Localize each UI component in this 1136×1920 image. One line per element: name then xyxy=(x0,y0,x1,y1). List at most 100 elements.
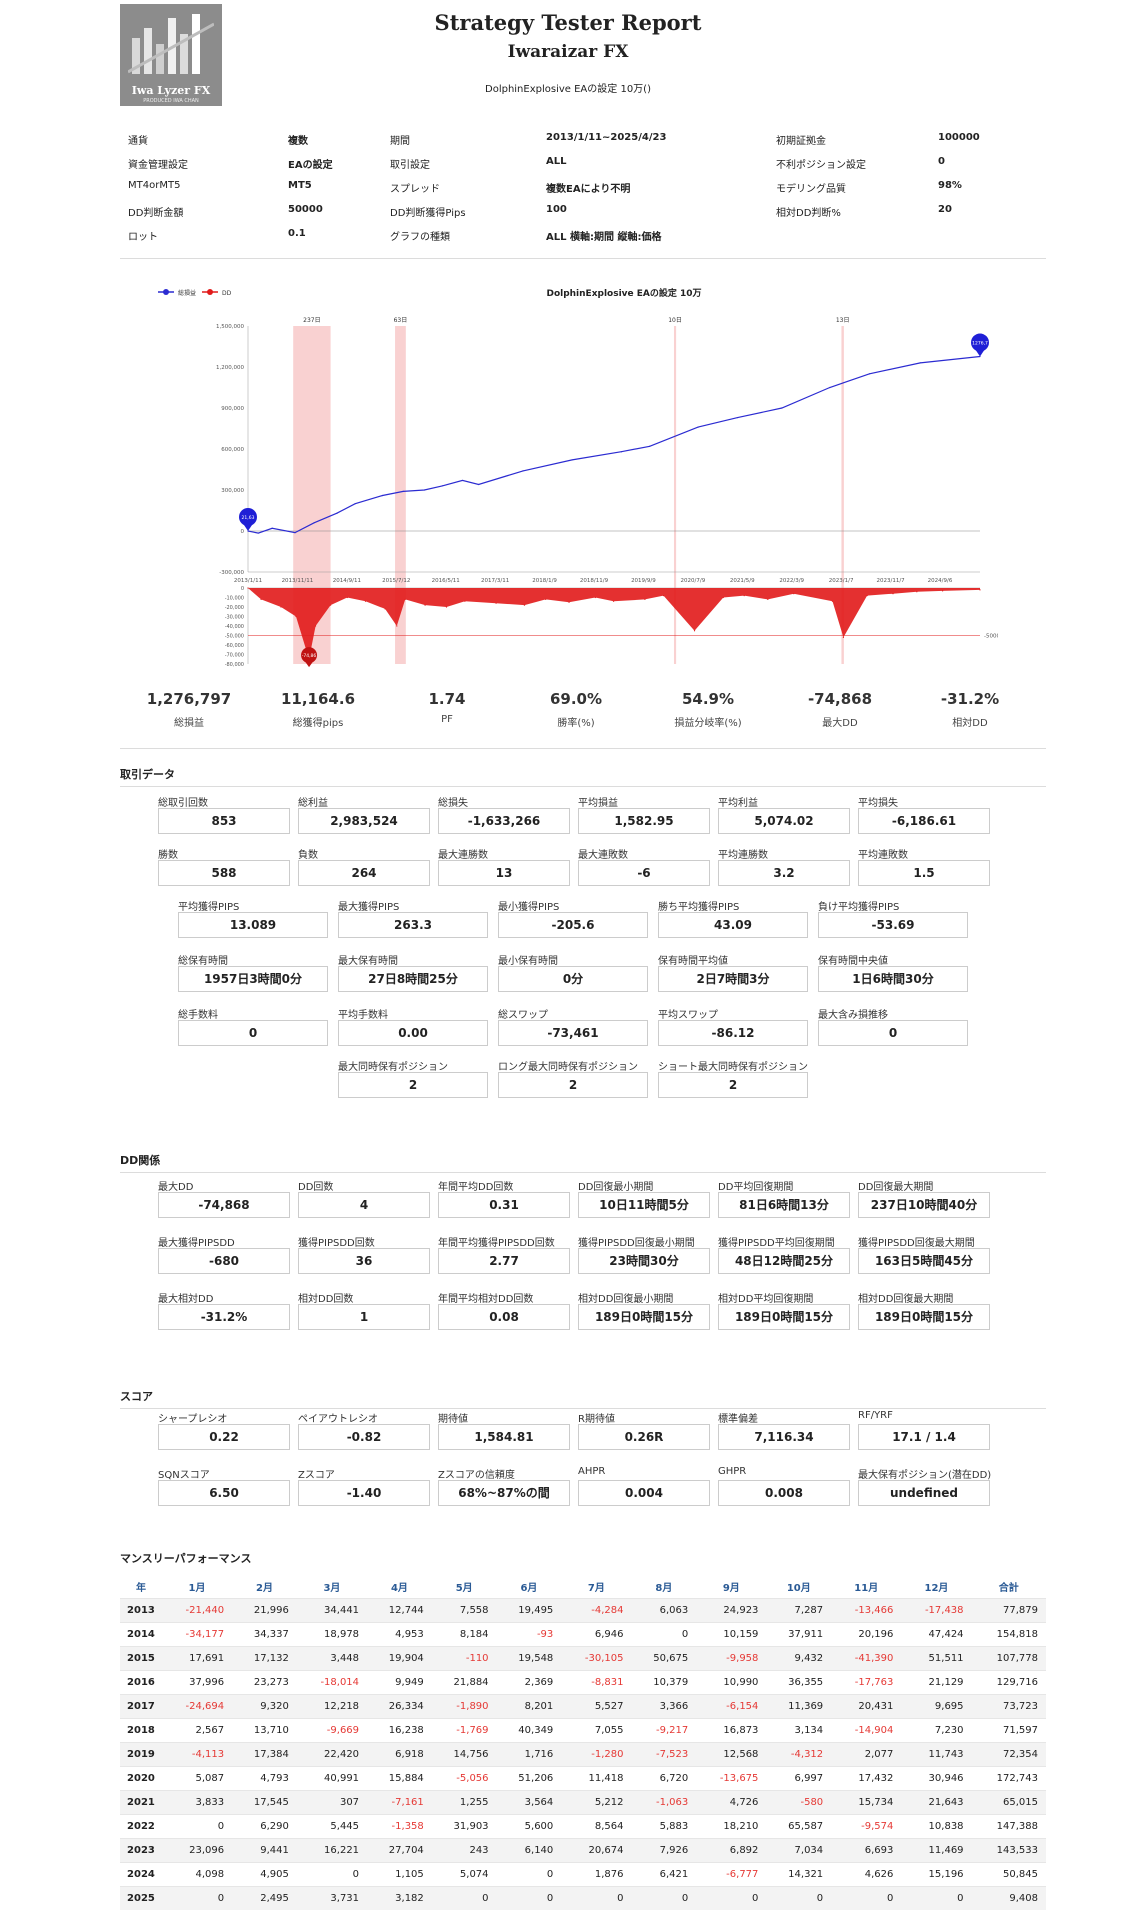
field-value: 189日0時間15分 xyxy=(578,1304,710,1330)
value-cell: -4,284 xyxy=(561,1597,632,1622)
dd-period-label: 13日 xyxy=(836,317,850,324)
value-cell: -14,904 xyxy=(831,1717,902,1742)
field-value: 6.50 xyxy=(158,1480,290,1506)
value-cell: 6,290 xyxy=(232,1813,297,1838)
field-label: DD平均回復期間 xyxy=(718,1182,794,1193)
field-label: 最小保有時間 xyxy=(498,956,558,967)
field-value: -86.12 xyxy=(658,1020,808,1046)
value-cell: 147,388 xyxy=(971,1813,1046,1838)
dd-y-tick-label: -10,000 xyxy=(225,596,244,602)
value-cell: 0 xyxy=(696,1885,767,1910)
value-cell: 17,691 xyxy=(161,1645,233,1670)
value-cell: 5,212 xyxy=(561,1789,632,1814)
field-value: 23時間30分 xyxy=(578,1248,710,1274)
value-cell: 2,567 xyxy=(161,1717,233,1742)
equity-line xyxy=(247,355,981,534)
dd-point xyxy=(612,600,615,602)
equity-point xyxy=(354,503,356,505)
field-value: 2 xyxy=(498,1072,648,1098)
x-tick-label: 2016/5/11 xyxy=(432,578,460,584)
setting-label: 相対DD判断% xyxy=(776,208,841,219)
value-cell: 0 xyxy=(161,1885,233,1910)
year-cell: 2025 xyxy=(120,1885,162,1910)
dd-point xyxy=(384,608,386,610)
equity-point xyxy=(381,494,384,497)
field-label: 相対DD回復最小期間 xyxy=(578,1294,674,1305)
value-cell: 6,063 xyxy=(631,1597,697,1622)
dd-y-tick-label: -40,000 xyxy=(225,624,244,630)
value-cell: 4,793 xyxy=(232,1765,297,1790)
field-value: undefined xyxy=(858,1480,990,1506)
field-value: 1.5 xyxy=(858,860,990,886)
field-label: Zスコアの信頼度 xyxy=(438,1470,515,1481)
dd-min-marker xyxy=(301,647,318,664)
value-cell: -1,280 xyxy=(561,1741,632,1766)
setting-label: DD判断獲得Pips xyxy=(390,208,466,219)
summary-label: PF xyxy=(441,714,453,725)
dd-y-tick-label: 0 xyxy=(241,586,244,592)
value-cell: 65,015 xyxy=(971,1789,1046,1814)
equity-point xyxy=(461,479,464,482)
year-cell: 2013 xyxy=(120,1597,162,1622)
summary-value: -31.2% xyxy=(940,690,1000,708)
value-cell: 10,838 xyxy=(901,1813,972,1838)
x-tick-label: 2013/11/11 xyxy=(282,578,314,584)
value-cell: 3,366 xyxy=(631,1693,697,1718)
table-row: 2017 -24,694 9,320 12,218 26,334 -1,890 8,201 5… xyxy=(120,1693,1046,1718)
dd-point xyxy=(396,625,398,627)
value-cell: -7,161 xyxy=(367,1789,432,1814)
value-cell: 30,946 xyxy=(901,1765,972,1790)
dd-point xyxy=(831,600,834,602)
logo-subtext: PRODUCED IWA CHAN xyxy=(143,98,199,104)
year-cell: 2018 xyxy=(120,1717,162,1742)
summary-value: 1,276,797 xyxy=(146,690,232,708)
field-label: AHPR xyxy=(578,1466,606,1477)
field-label: 最大保有ポジション(潜在DD) xyxy=(858,1470,992,1481)
dd-point xyxy=(545,598,547,600)
field-value: 0 xyxy=(818,1020,968,1046)
field-label: 勝ち平均獲得PIPS xyxy=(658,902,740,913)
value-cell: 50,845 xyxy=(971,1861,1046,1886)
value-cell: -9,574 xyxy=(831,1813,902,1838)
dd-point xyxy=(314,625,317,627)
value-cell: -9,958 xyxy=(696,1645,767,1670)
value-cell: 37,996 xyxy=(161,1669,233,1694)
field-label: 相対DD回復最大期間 xyxy=(858,1294,954,1305)
field-label: 最大連敗数 xyxy=(578,850,628,861)
field-label: 総利益 xyxy=(298,798,328,809)
field-label: 最大相対DD xyxy=(158,1294,214,1305)
field-value: 1,582.95 xyxy=(578,808,710,834)
value-cell: 11,469 xyxy=(901,1837,972,1862)
setting-label: ロット xyxy=(128,232,158,243)
field-label: ペイアウトレシオ xyxy=(298,1414,378,1425)
year-cell: 2021 xyxy=(120,1789,162,1814)
equity-point xyxy=(271,527,273,529)
column-header: 年 xyxy=(135,1583,146,1595)
report-description: DolphinExplosive EAの設定 10万() xyxy=(485,84,651,95)
legend-dd-label: DD xyxy=(222,290,232,297)
field-label: 負数 xyxy=(298,850,318,861)
value-cell: 3,833 xyxy=(161,1789,233,1814)
equity-end-pin xyxy=(974,347,986,357)
value-cell: 26,334 xyxy=(367,1693,432,1718)
x-tick-label: 2018/1/9 xyxy=(532,578,557,584)
summary-stats: 1,276,797 総損益 11,164.6 総獲得pips 1.74 PF 69.0% 勝率… xyxy=(120,690,1046,740)
dd-point xyxy=(260,598,262,600)
value-cell: -21,440 xyxy=(161,1597,233,1622)
year-cell: 2017 xyxy=(120,1693,162,1718)
setting-value: 複数 xyxy=(288,136,308,147)
value-cell: 6,421 xyxy=(631,1861,697,1886)
equity-point xyxy=(478,483,480,486)
field-value: 1957日3時間0分 xyxy=(178,966,328,992)
setting-value: 0 xyxy=(938,156,945,167)
value-cell: -9,669 xyxy=(296,1717,368,1742)
equity-point xyxy=(868,373,871,375)
field-value: 189日0時間15分 xyxy=(718,1304,850,1330)
logo-text: Iwa Lyzer FX xyxy=(131,84,211,97)
value-cell: 154,818 xyxy=(971,1621,1046,1646)
value-cell: 0 xyxy=(561,1885,632,1910)
dd-point xyxy=(644,598,646,600)
dd-period-label: 10日 xyxy=(668,317,682,324)
legend-dd-marker xyxy=(207,289,213,295)
dd-point xyxy=(892,593,894,595)
